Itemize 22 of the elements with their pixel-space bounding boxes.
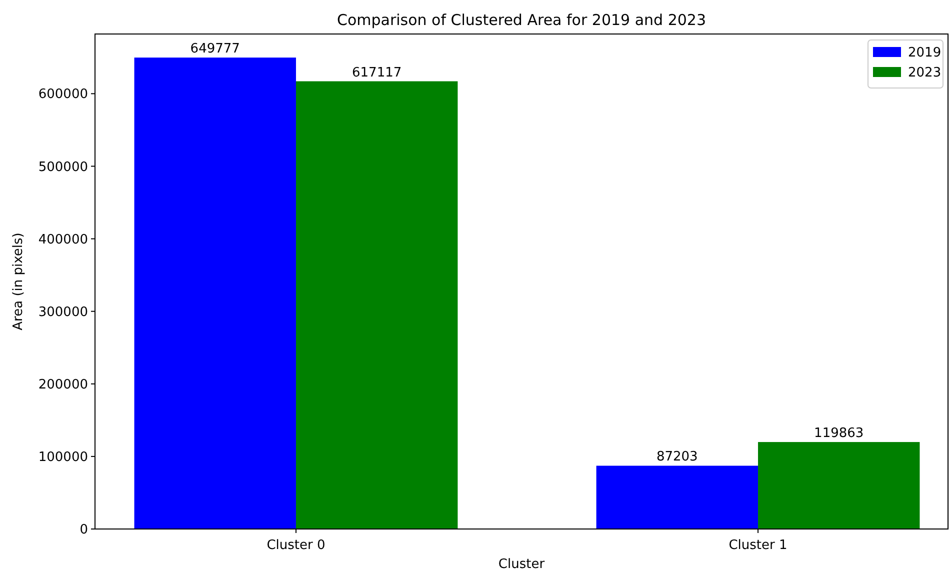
bar (758, 442, 920, 529)
y-tick-label: 500000 (38, 160, 88, 175)
x-tick-label: Cluster 0 (266, 538, 326, 553)
y-tick-label: 100000 (38, 450, 88, 465)
x-axis-title: Cluster (498, 557, 546, 570)
legend-label: 2019 (908, 46, 942, 61)
y-tick-label: 400000 (38, 232, 88, 248)
y-axis-title: Area (in pixels) (11, 232, 26, 330)
y-tick-label: 600000 (38, 87, 88, 102)
bar (296, 81, 458, 529)
bar (134, 58, 296, 529)
x-tick-label: Cluster 1 (728, 538, 788, 553)
data-label: 119863 (814, 426, 864, 442)
data-label: 87203 (656, 450, 698, 465)
y-tick-label: 200000 (38, 377, 88, 392)
chart-title: Comparison of Clustered Area for 2019 and 2023 (336, 11, 706, 29)
legend-label: 2023 (908, 66, 942, 81)
y-tick-label: 300000 (38, 304, 88, 320)
data-label: 649777 (190, 42, 240, 57)
bar (596, 466, 758, 529)
y-tick-label: 0 (80, 522, 88, 538)
data-label: 617117 (352, 65, 402, 80)
